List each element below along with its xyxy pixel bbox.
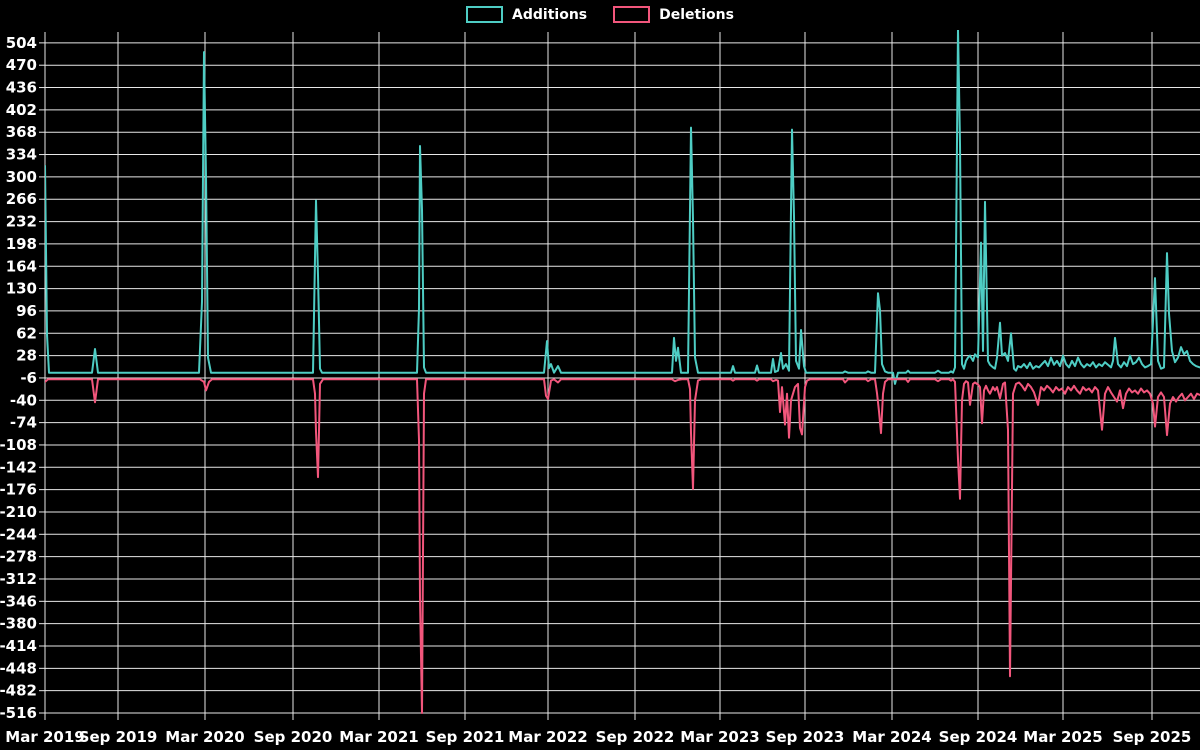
x-tick-label: Sep 2021 (426, 728, 505, 746)
x-tick-label: Sep 2022 (596, 728, 675, 746)
x-tick-label: Mar 2020 (165, 728, 244, 746)
x-tick-label: Mar 2021 (339, 728, 418, 746)
y-tick-label: 470 (6, 56, 37, 74)
y-tick-label: -448 (0, 659, 37, 677)
x-tick-label: Sep 2020 (254, 728, 333, 746)
y-tick-label: -380 (0, 615, 37, 633)
y-tick-label: 164 (6, 257, 37, 275)
x-tick-label: Mar 2024 (852, 728, 931, 746)
y-tick-label: 198 (6, 235, 37, 253)
x-tick-label: Sep 2023 (766, 728, 845, 746)
y-tick-label: -210 (0, 503, 37, 521)
y-tick-label: -40 (10, 391, 37, 409)
deletions-swatch-icon (613, 6, 651, 23)
y-tick-label: -482 (0, 682, 37, 700)
chart-legend: Additions Deletions (0, 6, 1200, 23)
y-tick-label: -176 (0, 481, 37, 499)
y-tick-label: 62 (16, 324, 37, 342)
x-tick-label: Mar 2023 (680, 728, 759, 746)
legend-label-deletions: Deletions (659, 6, 734, 23)
x-tick-label: Mar 2022 (508, 728, 587, 746)
x-tick-label: Sep 2019 (79, 728, 158, 746)
y-tick-label: 130 (6, 280, 37, 298)
x-tick-label: Mar 2025 (1023, 728, 1102, 746)
x-tick-label: Sep 2025 (1113, 728, 1192, 746)
y-tick-label: 334 (6, 146, 37, 164)
series-line-deletions (45, 378, 1200, 714)
y-tick-label: -516 (0, 704, 37, 722)
y-tick-label: 96 (16, 302, 37, 320)
y-tick-label: 504 (6, 34, 37, 52)
x-tick-label: Mar 2019 (5, 728, 84, 746)
y-tick-label: 368 (6, 123, 37, 141)
y-tick-label: -108 (0, 436, 37, 454)
y-tick-label: -414 (0, 637, 37, 655)
y-tick-label: 402 (6, 101, 37, 119)
y-tick-label: -312 (0, 570, 37, 588)
y-tick-label: -74 (10, 414, 37, 432)
y-tick-label: -346 (0, 592, 37, 610)
additions-swatch-icon (466, 6, 504, 23)
y-tick-label: 266 (6, 190, 37, 208)
y-tick-label: -244 (0, 525, 37, 543)
legend-label-additions: Additions (512, 6, 588, 23)
y-tick-label: 436 (6, 79, 37, 97)
series-line-additions (45, 30, 1200, 385)
y-tick-label: -142 (0, 458, 37, 476)
y-tick-label: 300 (6, 168, 37, 186)
y-tick-label: 232 (6, 213, 37, 231)
legend-item-deletions[interactable]: Deletions (613, 6, 734, 23)
y-tick-label: -6 (20, 369, 37, 387)
y-tick-label: 28 (16, 347, 37, 365)
x-tick-label: Sep 2024 (939, 728, 1018, 746)
legend-item-additions[interactable]: Additions (466, 6, 587, 23)
y-tick-label: -278 (0, 548, 37, 566)
